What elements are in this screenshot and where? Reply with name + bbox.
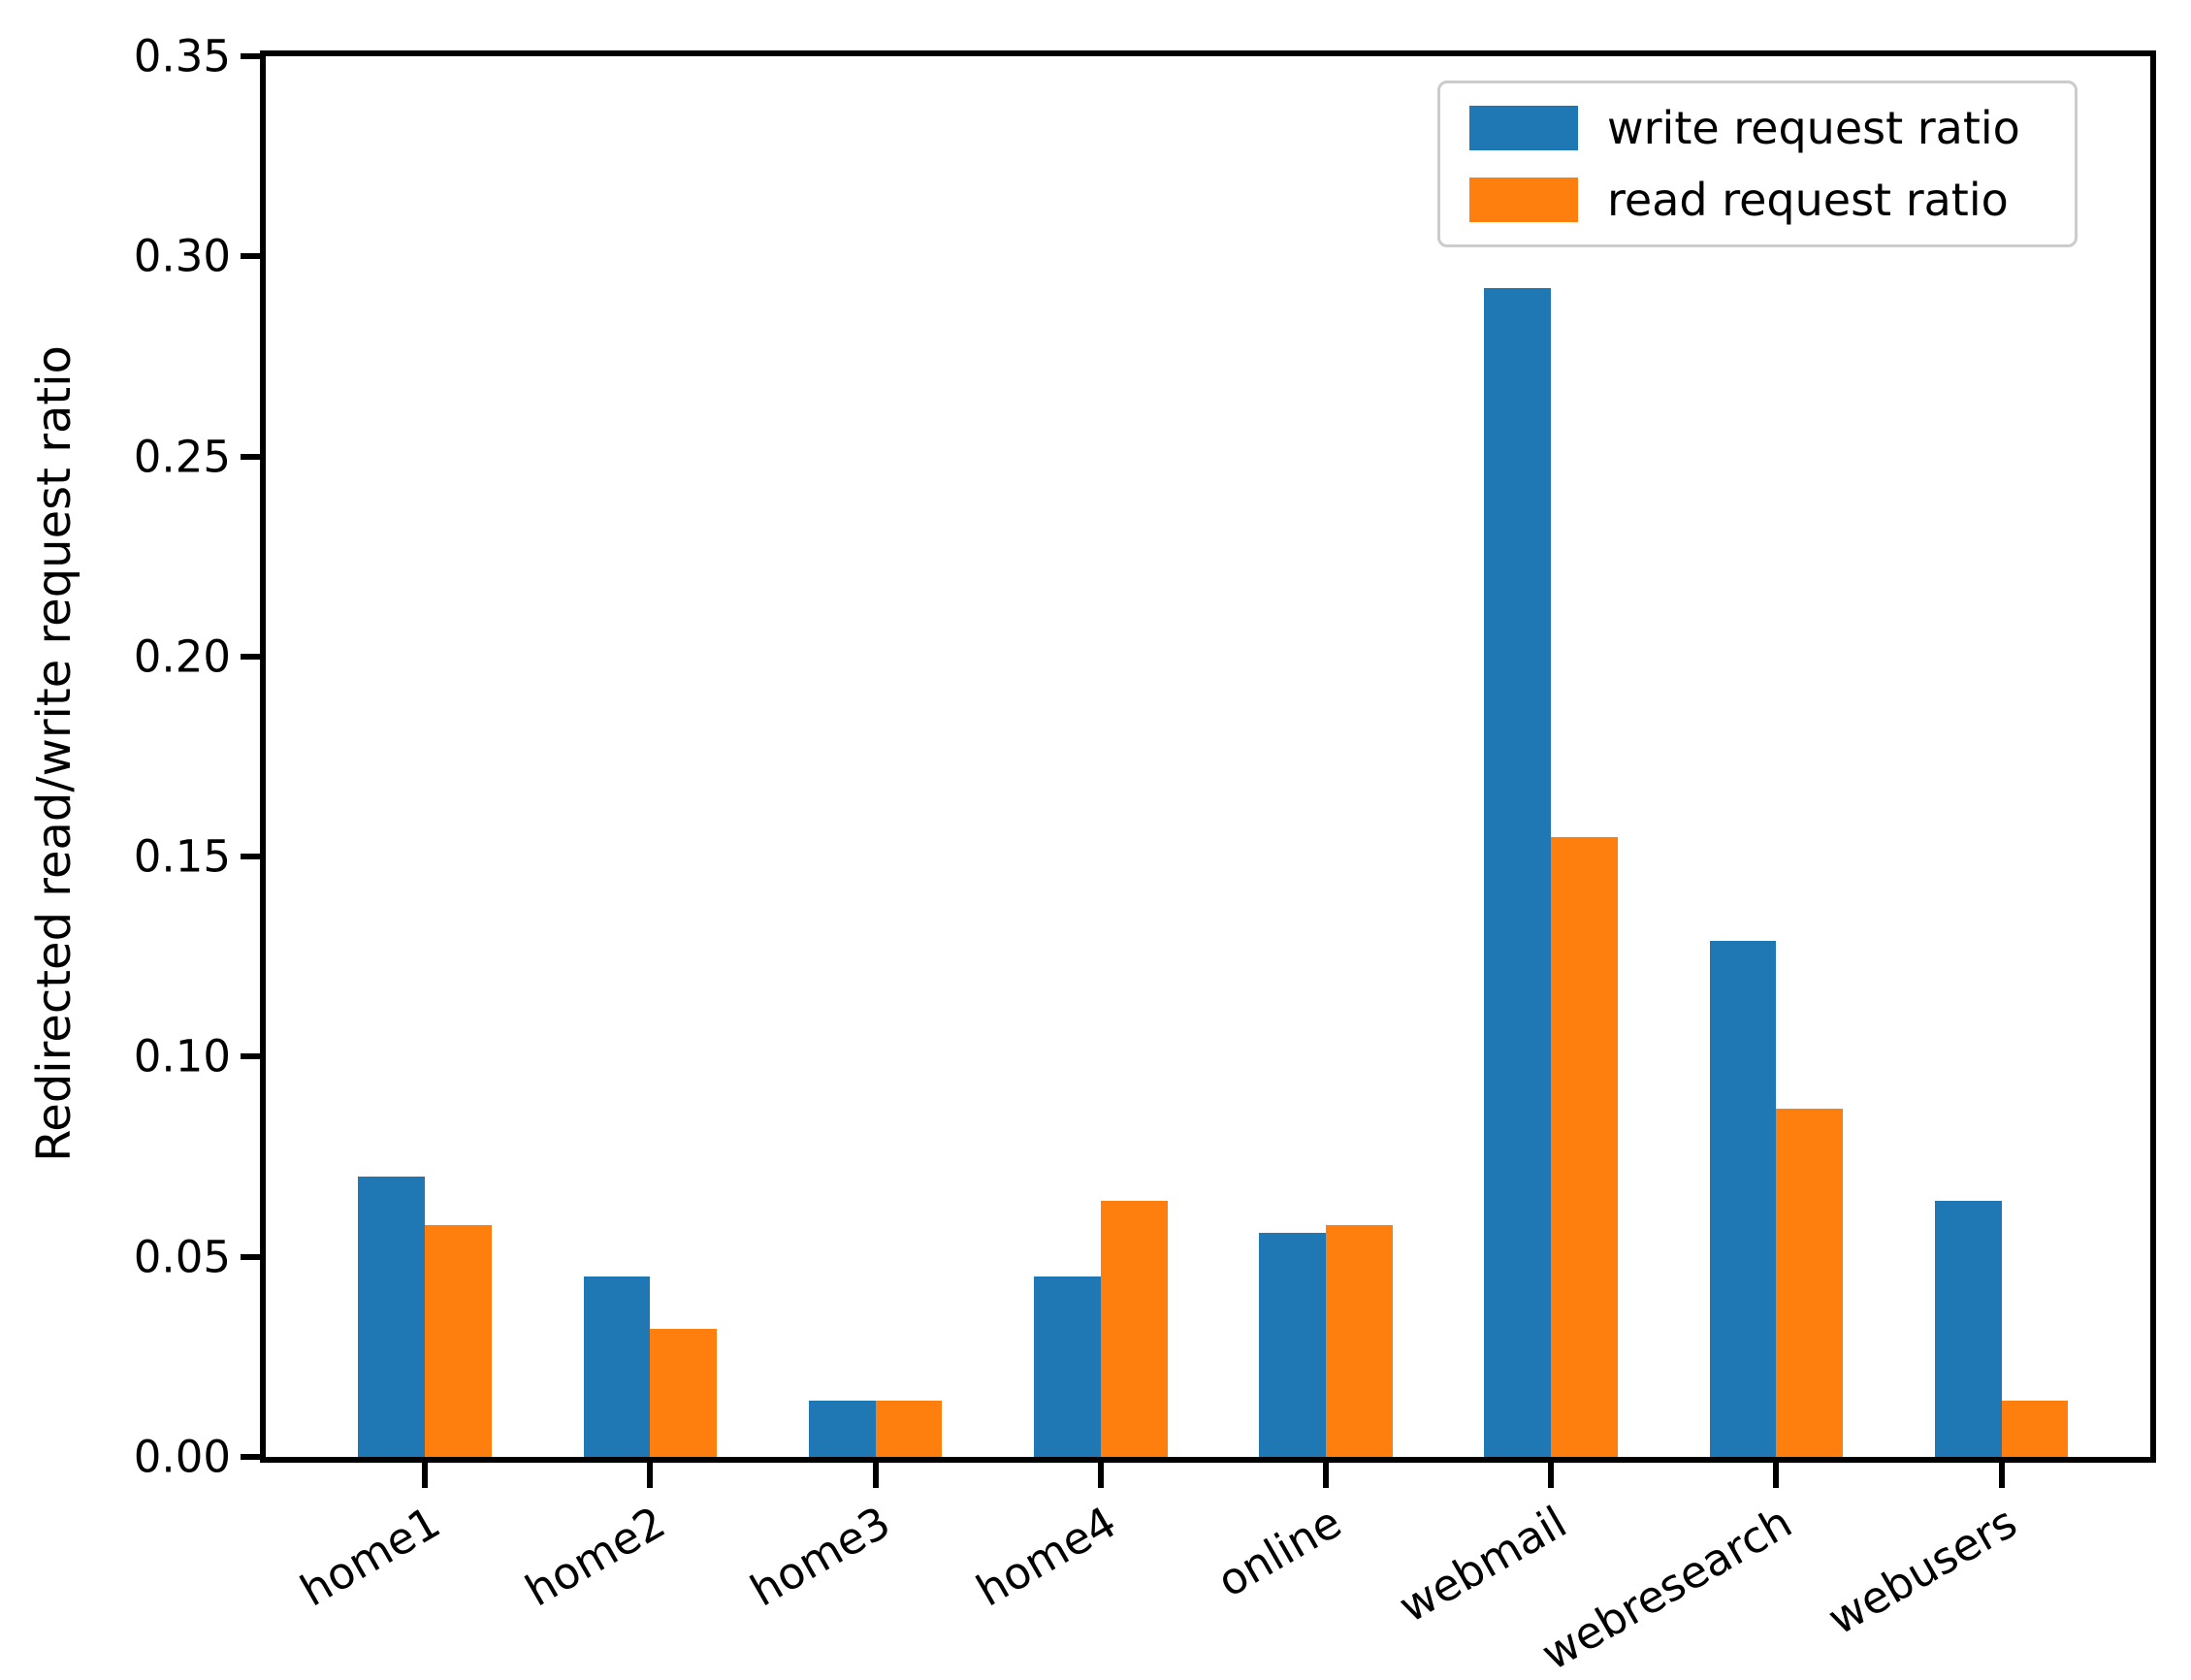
- x-tick-label: home4: [967, 1496, 1125, 1617]
- y-tick-label: 0.20: [133, 630, 231, 683]
- bar-write-home2: [583, 1276, 651, 1457]
- x-tick-mark: [1548, 1463, 1555, 1488]
- bar-read-webresearch: [1776, 1109, 1844, 1457]
- y-tick-label: 0.00: [133, 1431, 231, 1483]
- bar-write-home3: [808, 1401, 876, 1457]
- x-tick-mark: [1773, 1463, 1780, 1488]
- bar-read-home1: [425, 1224, 492, 1457]
- x-tick-mark: [872, 1463, 879, 1488]
- y-tick-mark: [241, 1053, 260, 1060]
- y-tick-mark: [241, 253, 260, 260]
- bar-write-home1: [358, 1177, 426, 1457]
- bar-read-online: [1325, 1224, 1393, 1457]
- bar-write-webusers: [1934, 1200, 2002, 1457]
- y-tick-label: 0.35: [133, 30, 231, 82]
- x-tick-mark: [1322, 1463, 1329, 1488]
- bar-read-home4: [1100, 1200, 1168, 1457]
- legend-item-read: read request ratio: [1440, 178, 2075, 222]
- bar-write-webresearch: [1709, 940, 1777, 1457]
- bar-write-home4: [1033, 1276, 1101, 1457]
- y-tick-mark: [241, 1454, 260, 1460]
- legend-swatch-write-icon: [1469, 106, 1578, 150]
- legend-label-read: read request ratio: [1607, 174, 2009, 226]
- x-tick-label: home2: [517, 1496, 674, 1617]
- legend-swatch-read-icon: [1469, 178, 1578, 222]
- x-tick-label: online: [1208, 1496, 1350, 1608]
- x-tick-label: webusers: [1819, 1496, 2026, 1645]
- y-tick-mark: [241, 53, 260, 59]
- bar-write-webmail: [1484, 288, 1552, 1457]
- bar-read-webmail: [1551, 836, 1618, 1457]
- y-tick-label: 0.15: [133, 830, 231, 883]
- y-tick-label: 0.30: [133, 230, 231, 282]
- y-tick-mark: [241, 854, 260, 860]
- x-tick-label: webresearch: [1532, 1496, 1800, 1680]
- legend-label-write: write request ratio: [1607, 102, 2020, 154]
- plot-area: 0.00 0.05 0.10 0.15 0.20 0.25 0.30 0.35 home1 hom…: [134, 35, 2156, 1680]
- x-tick-label: home3: [742, 1496, 900, 1617]
- y-tick-label: 0.10: [133, 1030, 231, 1082]
- y-tick-label: 0.05: [133, 1231, 231, 1283]
- bar-read-home3: [875, 1401, 943, 1457]
- y-tick-mark: [241, 653, 260, 660]
- legend-item-write: write request ratio: [1440, 106, 2075, 150]
- x-tick-mark: [1097, 1463, 1104, 1488]
- y-axis-label: Redirected read/write request ratio: [27, 345, 81, 1162]
- y-tick-mark: [241, 453, 260, 460]
- bar-read-home2: [650, 1328, 718, 1457]
- x-tick-label: webmail: [1390, 1496, 1575, 1633]
- bar-write-online: [1259, 1232, 1326, 1457]
- x-tick-label: home1: [291, 1496, 449, 1617]
- x-tick-mark: [422, 1463, 429, 1488]
- y-tick-label: 0.25: [133, 431, 231, 483]
- x-tick-mark: [1998, 1463, 2005, 1488]
- y-tick-mark: [241, 1253, 260, 1260]
- bar-read-webusers: [2001, 1401, 2069, 1457]
- legend: write request ratio read request ratio: [1437, 81, 2078, 247]
- x-tick-mark: [647, 1463, 654, 1488]
